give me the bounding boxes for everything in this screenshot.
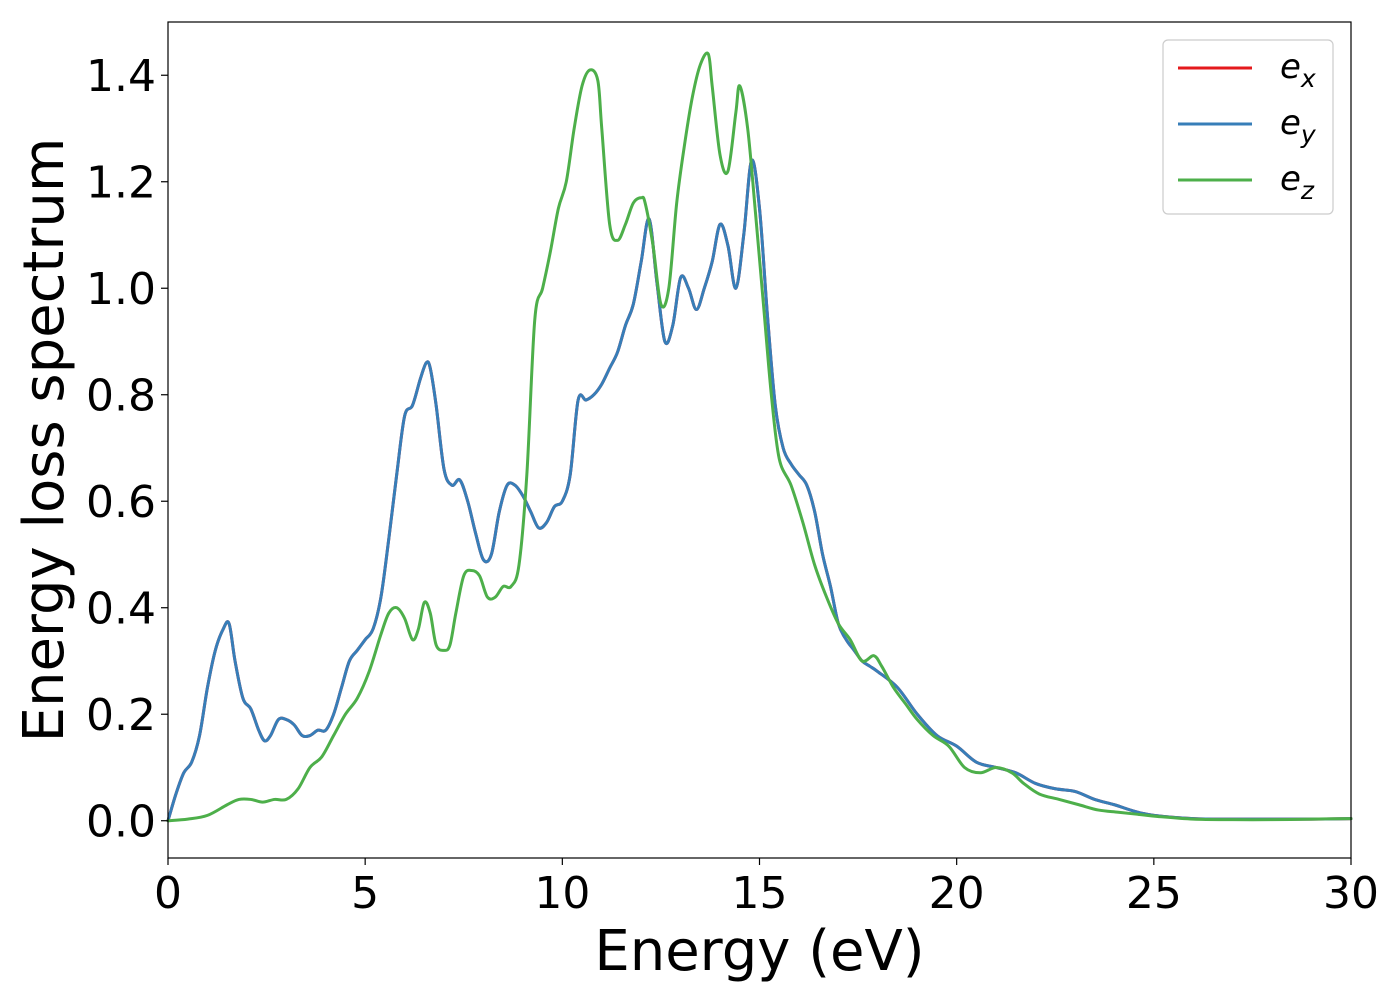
series-line-ey	[166, 158, 1353, 823]
y-tick-label: 1.2	[86, 158, 156, 209]
x-tick-label: 25	[1126, 868, 1182, 919]
x-tick-label: 30	[1323, 868, 1379, 919]
x-axis-ticks: 0 5 10 15 20 25 30	[154, 858, 1379, 919]
y-tick-label: 0.0	[86, 797, 156, 848]
y-tick-label: 0.8	[86, 371, 156, 422]
x-axis-title: Energy (eV)	[594, 919, 924, 984]
x-tick-label: 15	[732, 868, 788, 919]
x-tick-label: 10	[534, 868, 590, 919]
x-tick-label: 0	[154, 868, 182, 919]
series-line-ez	[166, 51, 1353, 823]
y-axis-title: Energy loss spectrum	[12, 138, 77, 743]
x-tick-label: 5	[351, 868, 379, 919]
y-tick-label: 0.6	[86, 477, 156, 528]
y-tick-label: 1.4	[86, 51, 156, 102]
y-tick-label: 0.2	[86, 690, 156, 741]
y-axis-ticks: 0.0 0.2 0.4 0.6 0.8 1.0 1.2 1.4	[86, 51, 168, 848]
y-tick-label: 1.0	[86, 264, 156, 315]
y-tick-label: 0.4	[86, 584, 156, 635]
x-tick-label: 20	[929, 868, 985, 919]
legend-box	[1162, 39, 1334, 215]
series-layer	[166, 51, 1353, 823]
